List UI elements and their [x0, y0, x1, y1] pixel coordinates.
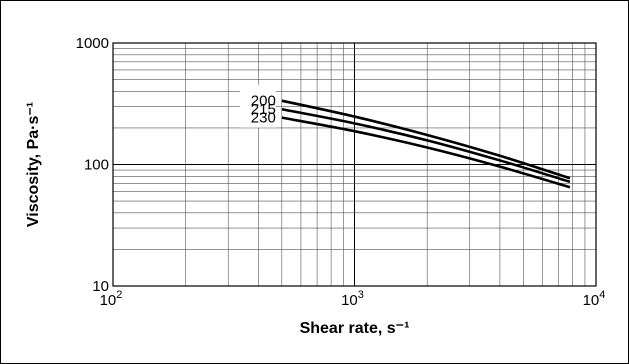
series-label-230: 230	[251, 110, 276, 127]
series-label-215: 215	[251, 101, 276, 118]
series-line-230	[281, 116, 571, 189]
y-axis-ticks: 1000 100 10	[76, 35, 109, 295]
y-tick-label: 1000	[76, 35, 109, 52]
series-label-200: 200	[251, 93, 276, 110]
x-tick-label: 102	[100, 289, 123, 309]
plot-area	[112, 42, 597, 287]
series-label-background	[239, 84, 276, 128]
x-axis-title: Shear rate, s⁻¹	[300, 320, 410, 337]
y-axis-title: Viscosity, Pa·s⁻¹	[25, 102, 42, 227]
grid	[113, 43, 596, 286]
series-line-200	[281, 99, 571, 180]
x-tick-label: 103	[341, 289, 364, 309]
y-tick-label: 100	[84, 157, 109, 174]
x-axis-ticks: 102 103 104	[100, 289, 606, 309]
series-lines	[281, 99, 571, 189]
series-line-215	[281, 107, 571, 184]
x-tick-label: 104	[583, 289, 606, 309]
y-tick-label: 10	[92, 278, 109, 295]
